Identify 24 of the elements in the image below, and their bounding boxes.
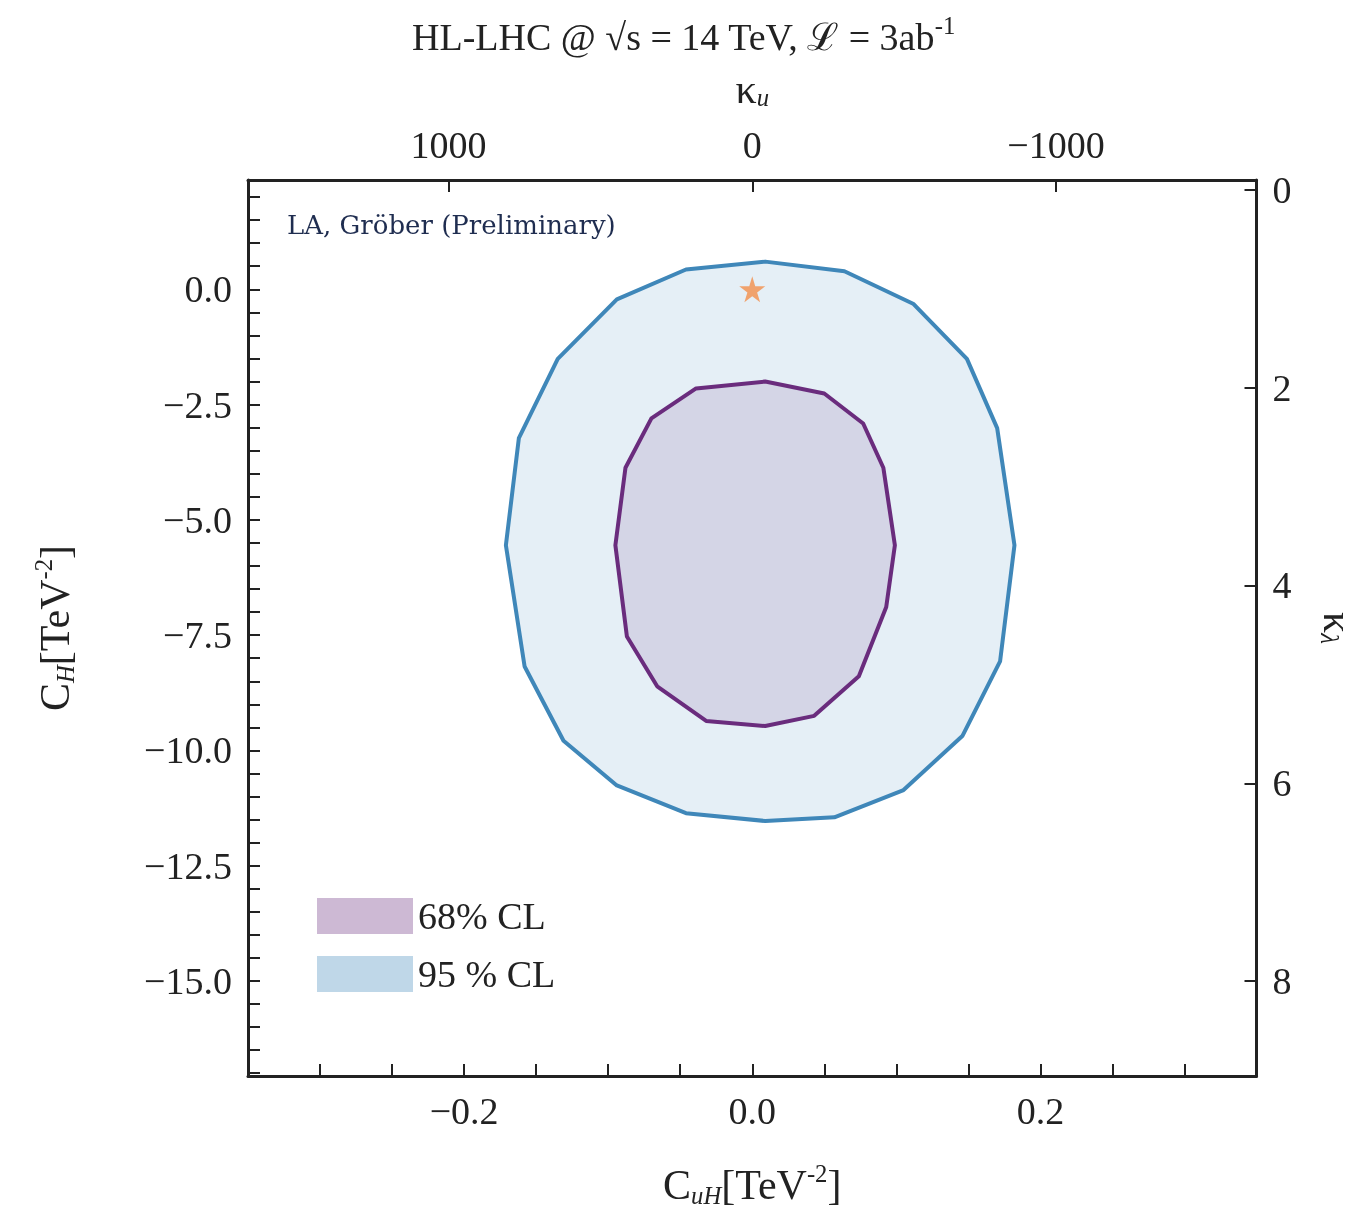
y-tick-label: −5.0 bbox=[163, 498, 232, 541]
x-tick-label: 0.0 bbox=[728, 1090, 776, 1132]
x-tick-label: 0.2 bbox=[1016, 1090, 1065, 1132]
y2-tick-label: 6 bbox=[1272, 762, 1292, 805]
y-tick-label: −10.0 bbox=[144, 729, 232, 772]
y2-tick-label: 8 bbox=[1272, 960, 1292, 1003]
x2-tick-label: 1000 bbox=[410, 124, 487, 166]
y-axis-title: CH[TeV-2] bbox=[30, 544, 79, 712]
y-tick-label: −7.5 bbox=[163, 614, 232, 657]
y-tick-label: 0.0 bbox=[184, 268, 232, 311]
annotation: LA, Gröber (Preliminary) bbox=[287, 210, 616, 240]
x-tick-label: −0.2 bbox=[429, 1090, 499, 1132]
y-tick-label: −15.0 bbox=[144, 960, 232, 1002]
legend-label: 68% CL bbox=[418, 895, 546, 937]
x2-tick-label: −1000 bbox=[1007, 124, 1105, 166]
y2-tick-label: 0 bbox=[1272, 168, 1292, 211]
y-tick-label: −2.5 bbox=[163, 383, 232, 426]
x2-tick-label: 0 bbox=[742, 124, 762, 166]
legend-label: 95 % CL bbox=[418, 953, 556, 995]
y2-tick-label: 4 bbox=[1272, 564, 1292, 607]
y-tick-label: −12.5 bbox=[144, 844, 232, 887]
y2-tick-label: 2 bbox=[1272, 366, 1292, 409]
x2-axis-title: κu bbox=[735, 65, 769, 112]
y2-axis-title: κλ bbox=[1315, 612, 1361, 645]
